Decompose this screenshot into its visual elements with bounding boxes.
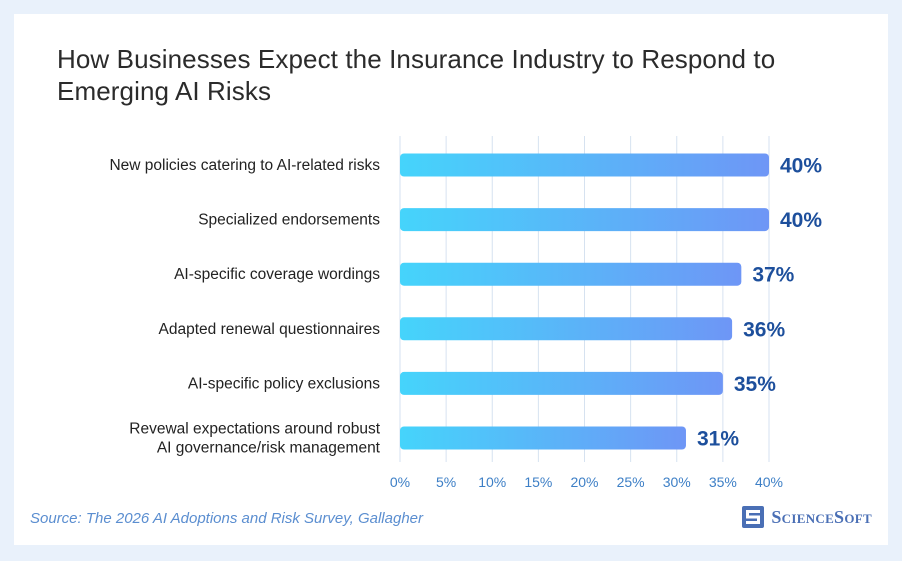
logo-text: ScienceSoft [771,506,872,527]
value-label: 40% [780,155,822,178]
bar [400,262,742,286]
value-label: 37% [752,264,794,287]
category-label: AI-specific policy exclusions [188,375,380,392]
category-label: New policies catering to AI-related risk… [109,157,380,174]
bars [400,153,769,450]
sciencesoft-logo: ScienceSoft [741,505,872,529]
category-label: Specialized endorsements [198,212,380,229]
x-tick-label: 20% [570,474,598,490]
category-label: Adapted renewal questionnaires [159,321,381,338]
x-tick-label: 15% [524,474,552,490]
category-label: AI governance/risk management [157,440,381,457]
x-tick-label: 5% [436,474,456,490]
bar-chart: 0% 5% 10% 15% 20% 25% 30% 35% 40% New policies ca… [109,136,822,491]
bar [400,371,723,395]
chart-title: How Businesses Expect the Insurance Indu… [57,44,776,106]
value-label: 31% [697,428,739,451]
value-label: 36% [743,318,785,341]
x-tick-label: 0% [390,474,410,490]
sciencesoft-logo-icon [742,506,765,528]
value-label: 40% [780,209,822,232]
x-tick-label: 35% [709,474,737,490]
category-label: Revewal expectations around robust [129,421,380,438]
labels: 0% 5% 10% 15% 20% 25% 30% 35% 40% New policies ca… [109,155,822,491]
x-tick-label: 10% [478,474,506,490]
gridlines [399,136,770,462]
bar [400,426,686,450]
x-tick-label: 40% [755,474,783,490]
x-tick-label: 30% [663,474,691,490]
category-label: AI-specific coverage wordings [174,266,380,283]
bar [400,208,769,232]
bar [400,317,733,341]
x-tick-label: 25% [617,474,645,490]
value-label: 35% [734,373,776,396]
source-caption: Source: The 2026 AI Adoptions and Risk S… [30,510,423,527]
bar [400,153,769,177]
chart-card: How Businesses Expect the Insurance Indu… [14,14,888,545]
